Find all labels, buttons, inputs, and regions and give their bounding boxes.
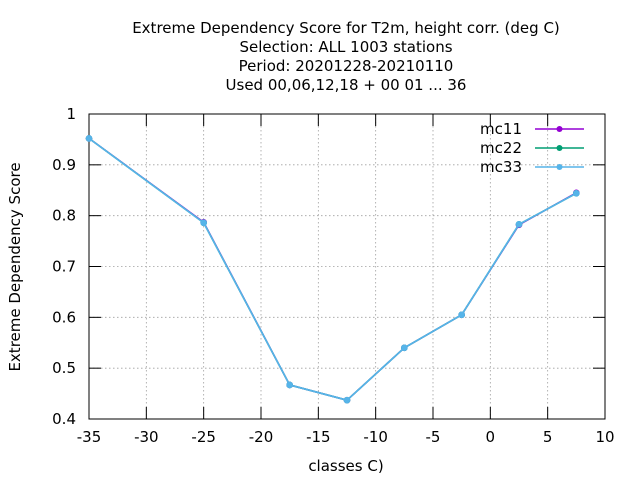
legend-swatch-marker [556,164,563,170]
y-axis-label: Extreme Dependency Score [6,162,24,371]
data-point-mc33 [515,221,523,228]
y-tick-label: 0.5 [52,359,76,377]
x-axis-label: classes C) [308,457,383,475]
legend-entry-mc22: mc22 [480,139,584,157]
series-line-mc33 [88,137,577,401]
title-line-1: Extreme Dependency Score for T2m, height… [132,19,560,37]
legend-entry-mc33: mc33 [480,158,584,176]
x-tick-label: -35 [77,428,102,446]
data-point-mc33 [401,344,408,352]
y-tick-label: 0.8 [52,207,76,225]
y-tick-label: 0.6 [52,308,76,326]
x-tick-label: -10 [363,428,388,446]
y-tick-label: 0.4 [52,410,76,428]
x-tick-label: 0 [486,428,496,446]
series-mc33 [85,135,580,404]
legend-entry-mc11: mc11 [480,120,584,138]
x-tick-label: -15 [306,428,331,446]
series-line-mc11 [88,137,577,401]
x-tick-label: -20 [249,428,274,446]
legend-label: mc22 [480,139,522,157]
legend-label: mc33 [480,158,522,176]
x-tick-label: 5 [543,428,553,446]
legend-label: mc11 [480,120,522,138]
plot-frame [88,113,606,420]
legend-swatch-marker [556,126,563,132]
series-line-mc22 [88,137,577,401]
y-tick-label: 1 [66,105,76,123]
data-point-mc33 [286,381,293,389]
data-point-mc33 [573,190,580,197]
y-tick-label: 0.7 [52,258,76,276]
grid [89,114,605,419]
x-tick-label: -5 [426,428,441,446]
title-line-2: Selection: ALL 1003 stations [239,38,452,56]
data-point-mc33 [200,219,207,227]
data-point-mc33 [458,311,465,319]
series-group [85,135,580,404]
chart-title: Extreme Dependency Score for T2m, height… [132,19,560,94]
data-point-mc33 [343,396,351,404]
tick-labels: -35 -30 -25 -20 -15 -10 -5 0 5 10 0.4 0.5 0.6 0.7 0.8 0… [52,105,614,446]
data-point-mc33 [85,135,93,142]
y-tick-label: 0.9 [52,156,76,174]
x-tick-label: -30 [134,428,159,446]
title-line-3: Period: 20201228-20210110 [239,57,454,75]
x-tick-label: -25 [191,428,216,446]
x-tick-label: 10 [595,428,614,446]
title-line-4: Used 00,06,12,18 + 00 01 ... 36 [226,76,467,94]
legend-swatch-marker [556,145,563,151]
